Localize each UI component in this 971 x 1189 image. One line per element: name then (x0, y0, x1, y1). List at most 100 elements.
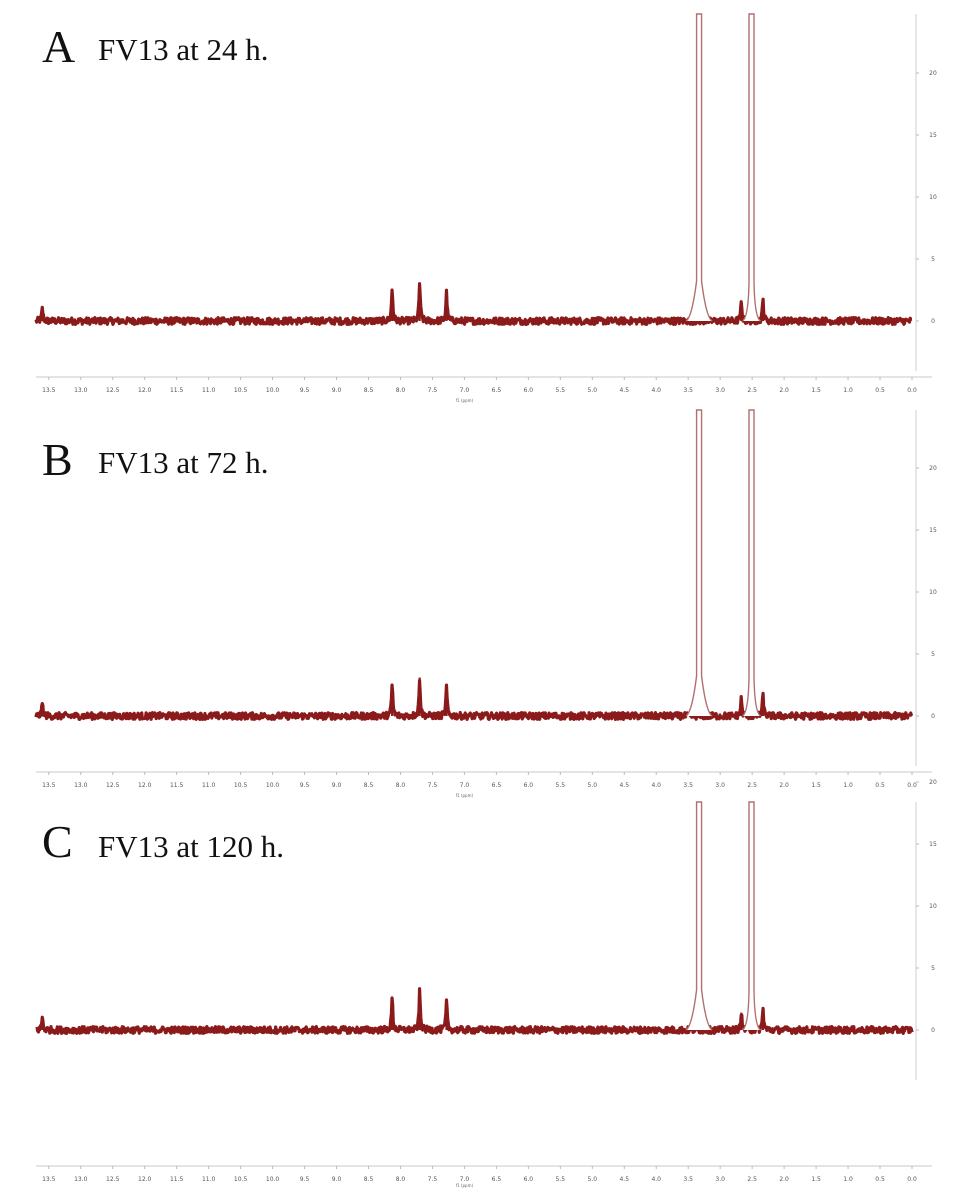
x-tick-label: 12.5 (106, 387, 120, 394)
y-tick-label: 0 (931, 318, 935, 325)
y-tick-label: 15 (929, 527, 937, 534)
x-tick-label: 2.0 (779, 387, 789, 394)
x-tick-label: 13.5 (42, 782, 56, 789)
x-tick-label: 13.5 (42, 387, 56, 394)
x-tick-label: 2.5 (747, 782, 757, 789)
panel-title: FV13 at 120 h. (98, 829, 284, 864)
spectrum-panel-b: B FV13 at 72 h. 0 5 10 15 20 13.5 13.0 12.5 12.0 11… (34, 409, 937, 798)
x-tick-label: 7.5 (428, 782, 438, 789)
panel-letter: B (42, 434, 73, 485)
x-tick-label: 3.5 (683, 1176, 693, 1183)
x-tick-label: 9.0 (332, 782, 342, 789)
x-tick-label: 3.5 (683, 387, 693, 394)
x-tick-label: 11.5 (170, 387, 184, 394)
spectrum-trace (35, 987, 914, 1035)
x-tick-label: 3.0 (715, 1176, 725, 1183)
spectrum-series (35, 801, 914, 1035)
x-tick-label: 6.0 (524, 782, 534, 789)
x-tick-label: 10.0 (266, 1176, 280, 1183)
x-tick-label: 8.5 (364, 1176, 374, 1183)
x-tick-label: 8.5 (364, 387, 374, 394)
x-tick-label: 13.0 (74, 782, 88, 789)
x-tick-label: 13.5 (42, 1176, 56, 1183)
x-tick-label: 6.5 (492, 387, 502, 394)
x-tick-label: 0.0 (907, 1176, 917, 1183)
x-tick-label: 4.0 (651, 1176, 661, 1183)
x-tick-label: 8.5 (364, 782, 374, 789)
x-tick-label: 12.5 (106, 1176, 120, 1183)
spectrum-trace (34, 679, 914, 721)
y-tick-label: 20 (929, 70, 937, 77)
y-tick-label: 5 (931, 965, 935, 972)
x-tick-label: 10.5 (234, 387, 248, 394)
x-tick-label: 7.0 (460, 782, 470, 789)
x-tick-label: 11.5 (170, 1176, 184, 1183)
x-tick-label: 12.0 (138, 387, 152, 394)
x-tick-label: 10.5 (234, 1176, 248, 1183)
y-tick-label: 10 (929, 589, 937, 596)
x-tick-label: 6.5 (492, 1176, 502, 1183)
panel-letter: A (42, 21, 75, 72)
x-axis-label: f1 (ppm) (456, 1183, 474, 1188)
x-tick-label: 2.5 (747, 387, 757, 394)
x-tick-label: 5.5 (556, 387, 566, 394)
x-tick-label: 3.0 (715, 387, 725, 394)
x-tick-label: 13.0 (74, 387, 88, 394)
x-tick-label: 0.5 (875, 1176, 885, 1183)
x-tick-label: 3.5 (683, 782, 693, 789)
spectrum-trace (34, 282, 913, 326)
x-tick-label: 9.0 (332, 1176, 342, 1183)
x-tick-label: 8.0 (396, 387, 406, 394)
x-tick-label: 13.0 (74, 1176, 88, 1183)
x-tick-label: 1.5 (811, 387, 821, 394)
spectrum-panel-c: C FV13 at 120 h. 0 5 10 15 20 13.5 13.0 12.5 12.0 1… (35, 779, 937, 1188)
x-tick-label: 7.0 (460, 1176, 470, 1183)
x-tick-label: 7.5 (428, 1176, 438, 1183)
y-tick-label: 5 (931, 256, 935, 263)
y-tick-label: 5 (931, 651, 935, 658)
x-tick-label: 4.0 (651, 387, 661, 394)
x-tick-label: 5.0 (588, 387, 598, 394)
peak-mark (742, 801, 762, 1031)
x-tick-label: 7.0 (460, 387, 470, 394)
x-tick-label: 1.5 (811, 1176, 821, 1183)
x-tick-label: 11.5 (170, 782, 184, 789)
x-tick-label: 2.5 (747, 1176, 757, 1183)
spectrum-series (34, 409, 914, 721)
x-tick-label: 10.0 (266, 782, 280, 789)
x-tick-label: 8.0 (396, 782, 406, 789)
x-tick-label: 1.0 (843, 1176, 853, 1183)
y-tick-label: 10 (929, 903, 937, 910)
x-tick-label: 2.0 (779, 782, 789, 789)
x-tick-label: 11.0 (202, 782, 216, 789)
x-tick-label: 5.0 (588, 782, 598, 789)
x-tick-label: 10.5 (234, 782, 248, 789)
x-tick-label: 5.5 (556, 782, 566, 789)
x-axis-label: f1 (ppm) (456, 793, 474, 798)
peak-mark (742, 409, 762, 717)
x-tick-label: 7.5 (428, 387, 438, 394)
x-tick-label: 9.5 (300, 387, 310, 394)
x-tick-label: 10.0 (266, 387, 280, 394)
x-tick-label: 12.0 (138, 782, 152, 789)
y-tick-label: 10 (929, 194, 937, 201)
x-tick-label: 3.0 (715, 782, 725, 789)
peak-mark (742, 13, 762, 322)
x-tick-label: 6.5 (492, 782, 502, 789)
peak-mark (685, 409, 713, 717)
x-tick-label: 12.0 (138, 1176, 152, 1183)
y-tick-label: 15 (929, 132, 937, 139)
x-tick-label: 0.0 (907, 387, 917, 394)
x-tick-label: 4.5 (619, 387, 629, 394)
x-tick-label: 4.5 (619, 1176, 629, 1183)
y-tick-label: 20 (929, 779, 937, 786)
x-tick-label: 6.0 (524, 1176, 534, 1183)
x-tick-label: 9.5 (300, 782, 310, 789)
x-tick-label: 0.5 (875, 782, 885, 789)
panel-title: FV13 at 24 h. (98, 32, 269, 67)
x-tick-label: 0.5 (875, 387, 885, 394)
spectrum-series (34, 13, 913, 326)
y-tick-label: 0 (931, 713, 935, 720)
x-tick-label: 1.0 (843, 782, 853, 789)
x-tick-label: 2.0 (779, 1176, 789, 1183)
